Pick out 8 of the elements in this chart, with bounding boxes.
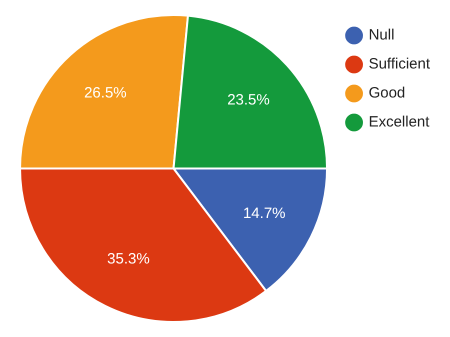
legend-label: Good (368, 84, 406, 102)
data-label: 35.3% (107, 250, 150, 268)
data-label: 14.7% (242, 204, 286, 222)
data-label: 23.5% (227, 91, 270, 108)
legend-label: Excellent (368, 114, 430, 131)
data-label: 26.5% (84, 84, 127, 102)
legend-label: Null (368, 26, 394, 44)
legend-label: Sufficient (368, 56, 431, 73)
